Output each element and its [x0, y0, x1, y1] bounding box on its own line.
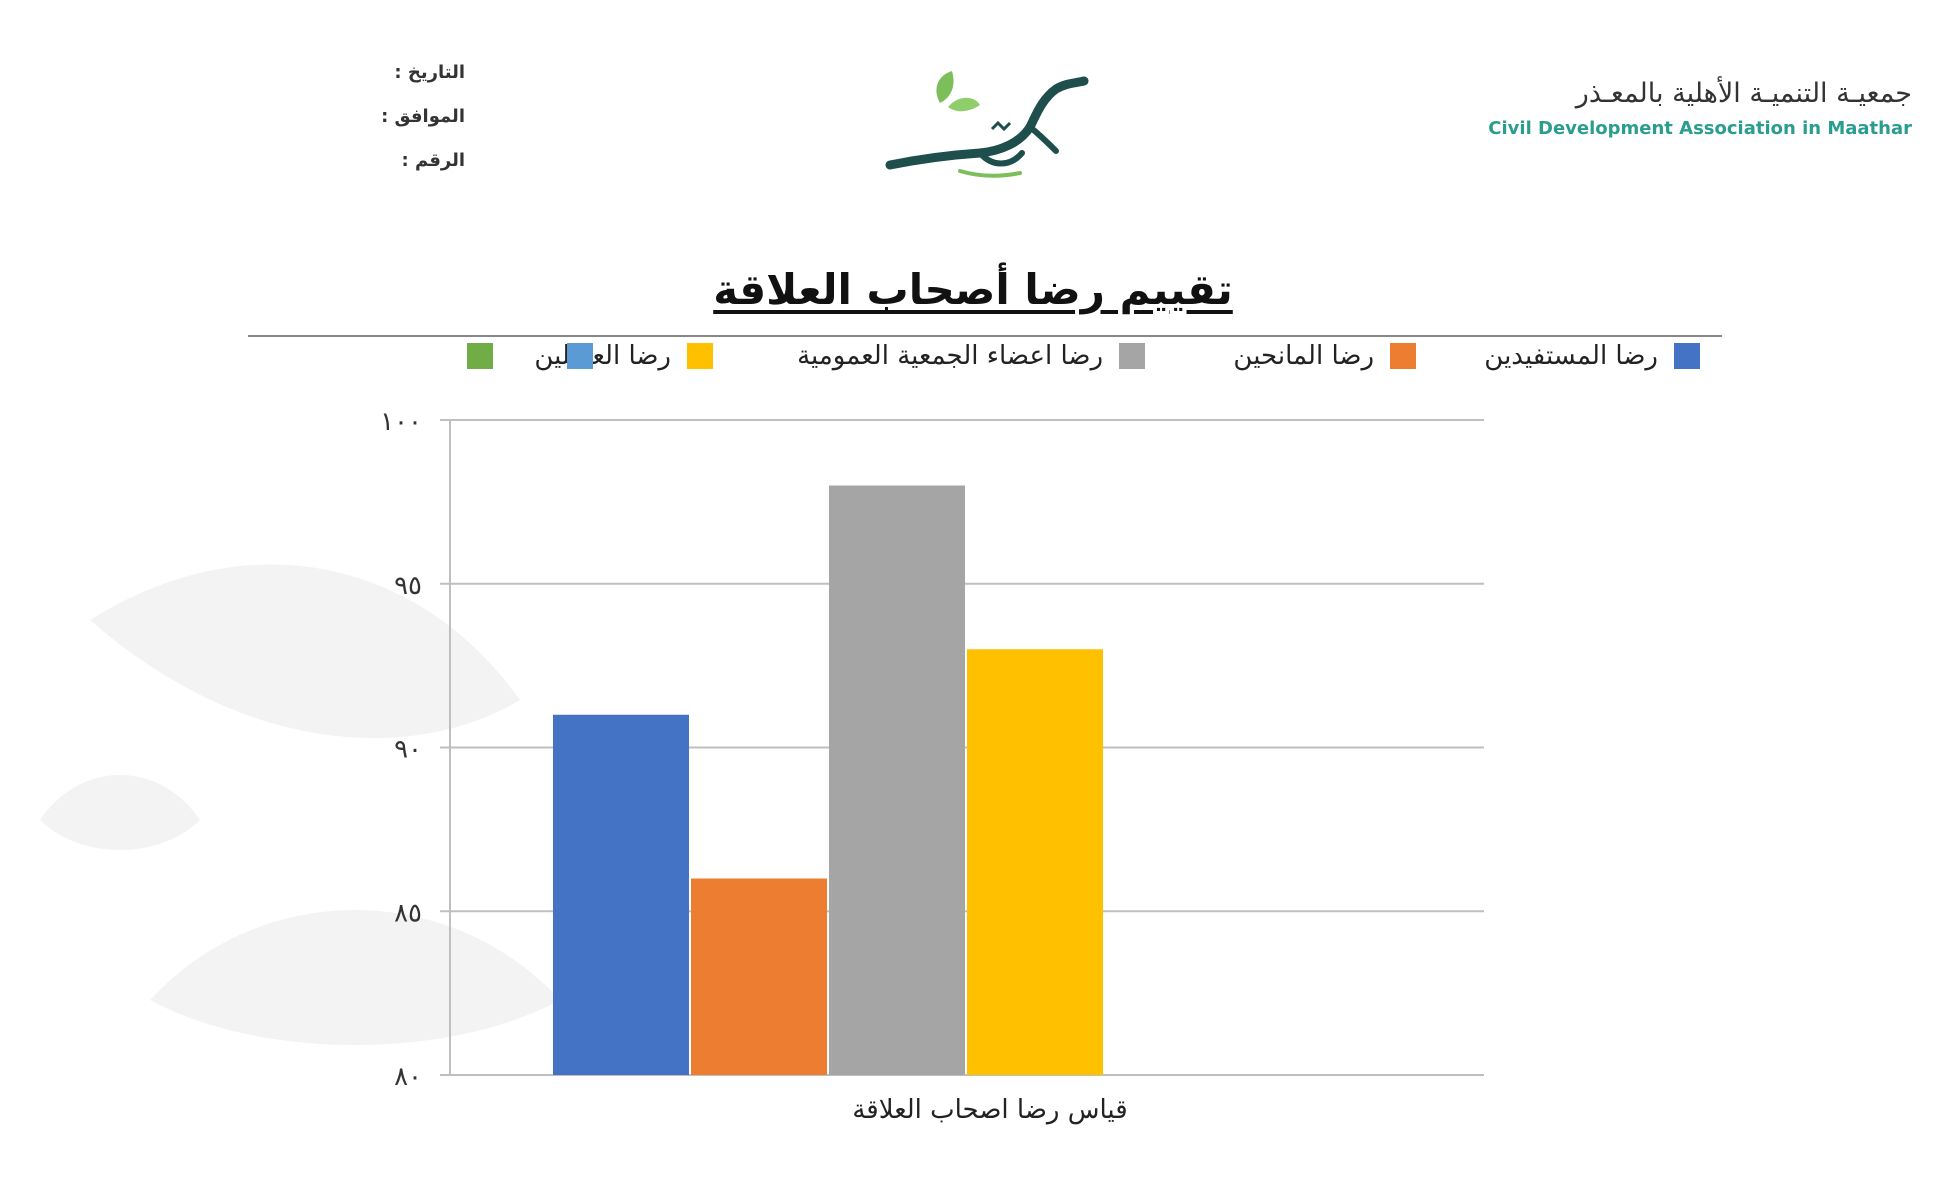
logo-leaf-right-icon: [948, 97, 980, 112]
legend-label: رضا المستفيدين: [1484, 341, 1658, 371]
y-tick-label: ١٠٠: [380, 407, 422, 437]
legend-label: رضا اعضاء الجمعية العمومية: [797, 341, 1103, 371]
legend-swatch: [1674, 343, 1700, 369]
bar: [691, 878, 827, 1075]
logo-leaf-left-icon: [936, 71, 954, 103]
date-field-label: التاريخ :: [394, 62, 465, 83]
legend-item: [567, 338, 593, 374]
legend-item: رضا العاملين: [534, 338, 713, 374]
y-tick-label: ٩٠: [394, 735, 422, 765]
legend-swatch: [1390, 343, 1416, 369]
legend-item: رضا المانحين: [1233, 338, 1416, 374]
legend-swatch: [1119, 343, 1145, 369]
legend-item: رضا اعضاء الجمعية العمومية: [797, 338, 1145, 374]
legend-swatch: [467, 343, 493, 369]
bar: [553, 714, 689, 1075]
organization-name-english: Civil Development Association in Maathar: [1488, 118, 1912, 139]
document-meta-fields: التاريخ : الموافق : الرقم :: [355, 58, 465, 190]
y-tick-label: ٨٠: [394, 1062, 422, 1092]
y-tick-label: ٨٥: [394, 898, 422, 928]
x-axis-category-label: قياس رضا اصحاب العلاقة: [852, 1095, 1128, 1125]
corresponding-date-field-label: الموافق :: [381, 106, 465, 127]
legend-item: [467, 338, 493, 374]
page-title: تقييم رضا أصحاب العلاقة: [713, 265, 1233, 314]
legend-label: رضا العاملين: [534, 341, 671, 371]
legend-swatch: [567, 343, 593, 369]
leaf-calligraphy-logo-icon: [885, 71, 1089, 178]
organization-header: جمعيـة التنميـة الأهلية بالمعـذر Civil D…: [1392, 76, 1912, 144]
y-tick-label: ٩٥: [394, 571, 422, 601]
reference-number-field-label: الرقم :: [401, 150, 466, 171]
chart-legend: رضا المستفيدين رضا المانحين رضا اعضاء الجم…: [300, 338, 1700, 378]
bar: [829, 485, 965, 1075]
legend-item: رضا المستفيدين: [1484, 338, 1700, 374]
legend-swatch: [687, 343, 713, 369]
title-divider: [248, 335, 1722, 337]
legend-label: رضا المانحين: [1233, 341, 1374, 371]
organization-name-arabic: جمعيـة التنميـة الأهلية بالمعـذر: [1575, 78, 1912, 109]
bar: [967, 649, 1103, 1075]
